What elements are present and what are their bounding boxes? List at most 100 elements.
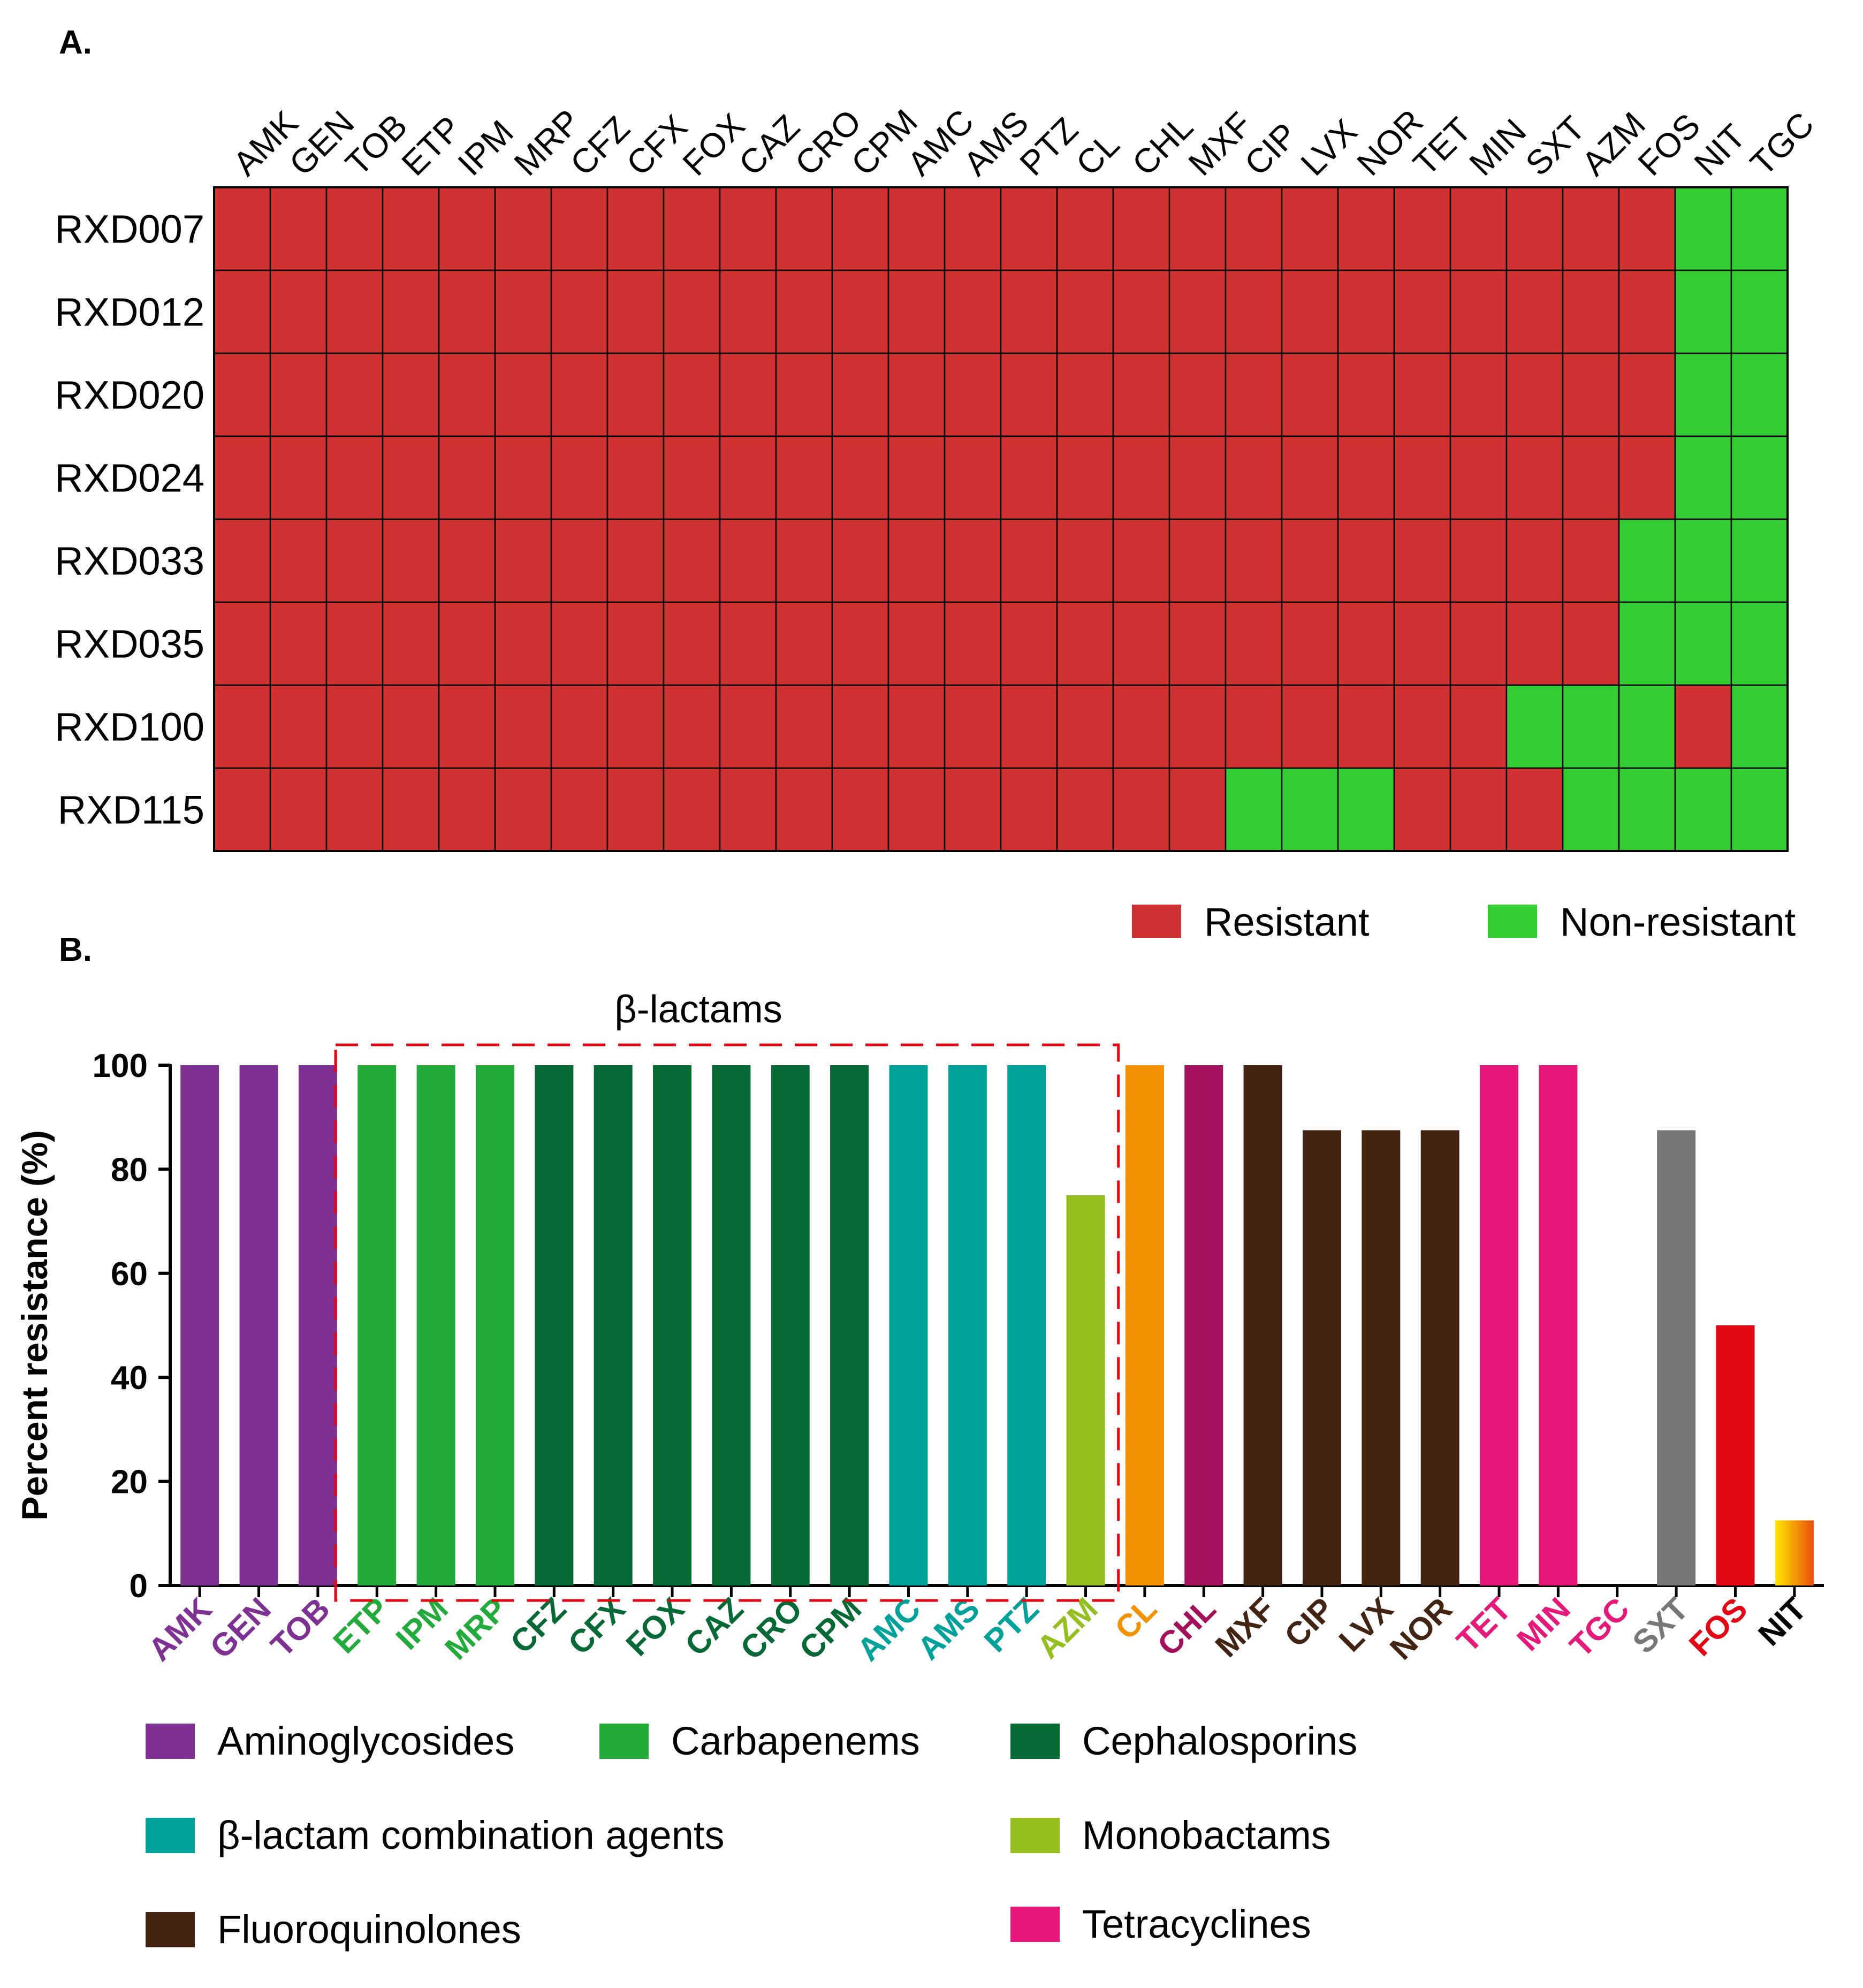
heatmap-cell <box>887 684 946 769</box>
heatmap-cell <box>1618 601 1676 686</box>
heatmap-cell <box>494 767 552 852</box>
heatmap-cell <box>1168 435 1227 520</box>
heatmap-cell <box>438 435 496 520</box>
bar <box>358 1065 397 1585</box>
panel-a-label: A. <box>59 24 92 61</box>
heatmap-cell <box>1505 352 1564 437</box>
heatmap-cell <box>1730 767 1789 852</box>
bar <box>535 1065 574 1585</box>
heatmap-cell <box>1449 186 1508 271</box>
heatmap-row-label: RXD115 <box>58 788 204 832</box>
heatmap-cell <box>1337 435 1395 520</box>
bar <box>1775 1520 1814 1585</box>
heatmap-cell <box>1112 435 1170 520</box>
heatmap-cell <box>269 684 328 769</box>
heatmap-legend: Resistant Non-resistant <box>1132 900 1796 944</box>
heatmap-column-label: TGC <box>1743 104 1821 183</box>
heatmap-cell <box>606 518 665 603</box>
heatmap-cell <box>269 767 328 852</box>
bar <box>1657 1130 1696 1585</box>
heatmap-cell <box>1674 767 1732 852</box>
heatmap-cell <box>325 518 384 603</box>
heatmap-cell <box>550 601 609 686</box>
x-tick-label: TET <box>1450 1591 1518 1659</box>
heatmap-cell <box>438 518 496 603</box>
heatmap-cell <box>1225 601 1283 686</box>
heatmap-cell <box>775 601 833 686</box>
bar-legend-label: β-lactam combination agents <box>217 1813 724 1857</box>
heatmap-cell <box>606 435 665 520</box>
bar <box>1716 1325 1755 1585</box>
x-tick-label: CIP <box>1278 1591 1341 1654</box>
heatmap-cell <box>1281 186 1339 271</box>
heatmap-cell <box>944 269 1002 354</box>
bar-legend-label: Monobactams <box>1082 1813 1331 1857</box>
x-tick-label: MIN <box>1510 1591 1577 1658</box>
heatmap-cell <box>1562 186 1620 271</box>
heatmap-cell <box>1449 435 1508 520</box>
heatmap-cell <box>438 352 496 437</box>
heatmap-cell <box>1225 767 1283 852</box>
heatmap-column-label: ETP <box>394 109 468 183</box>
heatmap-legend-label: Non-resistant <box>1560 900 1796 944</box>
bar <box>889 1065 928 1585</box>
bar <box>1184 1065 1223 1585</box>
heatmap-cell <box>1112 684 1170 769</box>
x-tick-label: GEN <box>203 1591 277 1665</box>
bar <box>594 1065 633 1585</box>
heatmap-cell <box>1505 518 1564 603</box>
heatmap-legend-label: Resistant <box>1204 900 1370 944</box>
heatmap-column-label: TOB <box>338 107 414 183</box>
heatmap-cell <box>663 767 721 852</box>
heatmap-cell <box>438 269 496 354</box>
heatmap-cell <box>494 269 552 354</box>
heatmap-legend-swatch <box>1132 905 1181 938</box>
heatmap-cell <box>831 352 889 437</box>
heatmap-cell <box>269 352 328 437</box>
heatmap-column-label: IPM <box>450 113 520 183</box>
heatmap-cell <box>1449 601 1508 686</box>
heatmap-cell <box>1562 518 1620 603</box>
heatmap-cell <box>1168 767 1227 852</box>
heatmap-cell <box>325 767 384 852</box>
heatmap-cell <box>1000 601 1058 686</box>
y-tick-label: 20 <box>111 1464 148 1501</box>
heatmap-cell <box>325 684 384 769</box>
heatmap-legend-swatch <box>1488 905 1537 938</box>
heatmap-cell <box>1449 684 1508 769</box>
heatmap-cell <box>831 518 889 603</box>
heatmap-cell <box>325 186 384 271</box>
heatmap-cell <box>1730 435 1789 520</box>
heatmap-row-label: RXD024 <box>55 456 204 500</box>
heatmap-cell <box>1393 352 1451 437</box>
heatmap-cell <box>1056 435 1114 520</box>
heatmap-cell <box>550 518 609 603</box>
heatmap-cell <box>663 684 721 769</box>
heatmap-cell <box>213 269 271 354</box>
heatmap-cell <box>1225 269 1283 354</box>
heatmap-cell <box>1000 269 1058 354</box>
beta-lactams-group-label: β-lactams <box>614 988 782 1031</box>
heatmap-cell <box>213 767 271 852</box>
heatmap-column-label: CFX <box>619 107 694 183</box>
heatmap-cell <box>213 435 271 520</box>
bar <box>475 1065 514 1585</box>
heatmap-cell <box>1674 435 1732 520</box>
heatmap-cell <box>1618 518 1676 603</box>
bar-legend-label: Fluoroquinolones <box>217 1907 521 1952</box>
heatmap-cell <box>1674 601 1732 686</box>
heatmap-cell <box>213 684 271 769</box>
heatmap-cell <box>494 435 552 520</box>
heatmap-cell <box>213 518 271 603</box>
bar-legend-label: Cephalosporins <box>1082 1719 1357 1763</box>
x-tick-label: MRP <box>438 1591 514 1667</box>
bar <box>1362 1130 1401 1585</box>
bar <box>239 1065 278 1585</box>
heatmap-cell <box>775 186 833 271</box>
heatmap-cell <box>1674 269 1732 354</box>
heatmap-cell <box>1393 684 1451 769</box>
heatmap-cell <box>1337 684 1395 769</box>
heatmap-cell <box>606 767 665 852</box>
heatmap-cell <box>213 186 271 271</box>
heatmap-cell <box>325 269 384 354</box>
